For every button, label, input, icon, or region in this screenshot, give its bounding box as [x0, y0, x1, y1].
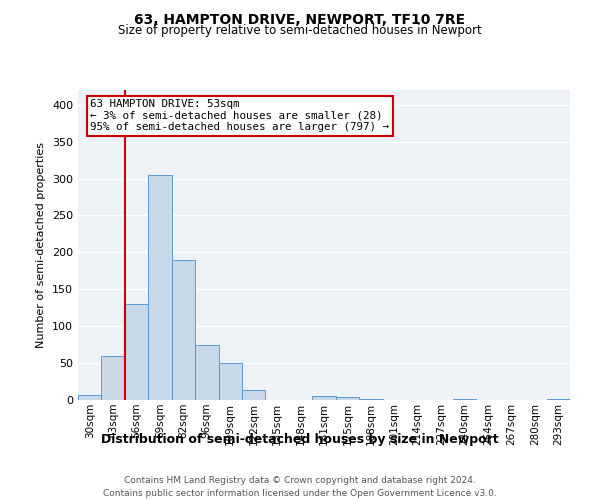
- Bar: [101, 356, 125, 400]
- Bar: [195, 344, 218, 400]
- Text: Size of property relative to semi-detached houses in Newport: Size of property relative to semi-detach…: [118, 24, 482, 37]
- Bar: [453, 398, 476, 400]
- Y-axis label: Number of semi-detached properties: Number of semi-detached properties: [37, 142, 46, 348]
- Bar: [312, 396, 336, 400]
- Bar: [242, 390, 265, 400]
- Bar: [78, 395, 101, 400]
- Bar: [336, 397, 359, 400]
- Text: 63, HAMPTON DRIVE, NEWPORT, TF10 7RE: 63, HAMPTON DRIVE, NEWPORT, TF10 7RE: [134, 12, 466, 26]
- Bar: [218, 363, 242, 400]
- Bar: [125, 304, 148, 400]
- Text: Contains public sector information licensed under the Open Government Licence v3: Contains public sector information licen…: [103, 489, 497, 498]
- Bar: [172, 260, 195, 400]
- Text: 63 HAMPTON DRIVE: 53sqm
← 3% of semi-detached houses are smaller (28)
95% of sem: 63 HAMPTON DRIVE: 53sqm ← 3% of semi-det…: [90, 100, 389, 132]
- Bar: [547, 398, 570, 400]
- Text: Distribution of semi-detached houses by size in Newport: Distribution of semi-detached houses by …: [101, 432, 499, 446]
- Text: Contains HM Land Registry data © Crown copyright and database right 2024.: Contains HM Land Registry data © Crown c…: [124, 476, 476, 485]
- Bar: [148, 175, 172, 400]
